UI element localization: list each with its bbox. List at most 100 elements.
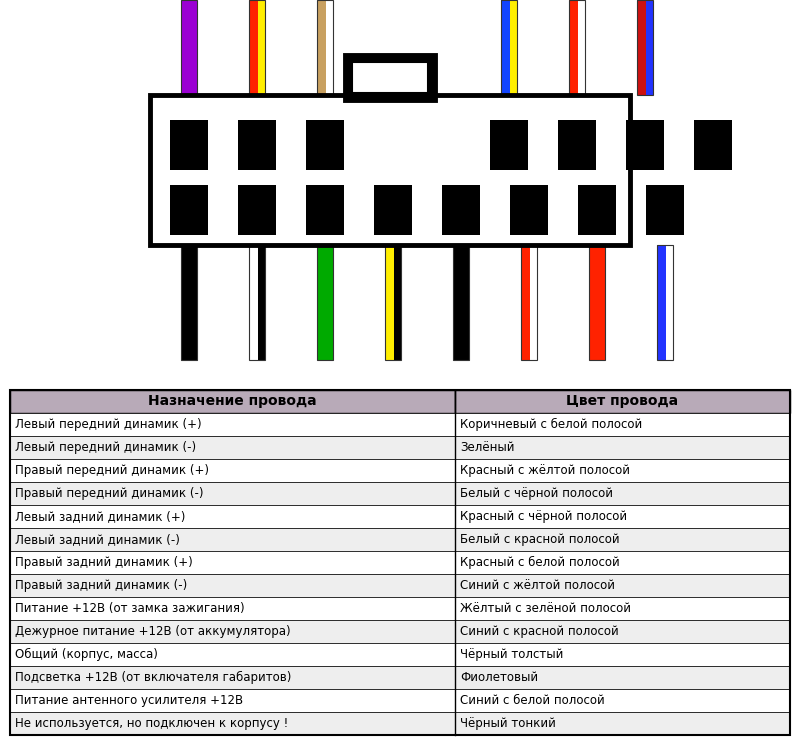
Bar bbox=[589, 245, 605, 360]
Bar bbox=[455, 689, 790, 712]
Bar bbox=[510, 185, 548, 235]
Bar bbox=[490, 120, 528, 170]
Text: Красный с чёрной полосой: Красный с чёрной полосой bbox=[460, 510, 627, 523]
Bar bbox=[345, 55, 435, 100]
Bar bbox=[10, 459, 455, 482]
Bar bbox=[317, 245, 333, 360]
Bar bbox=[249, 0, 258, 95]
Text: Цвет провода: Цвет провода bbox=[566, 394, 678, 408]
Text: Белый с чёрной полосой: Белый с чёрной полосой bbox=[460, 487, 613, 500]
Text: Правый передний динамик (+): Правый передний динамик (+) bbox=[15, 464, 209, 477]
Bar bbox=[455, 643, 790, 666]
Bar bbox=[385, 245, 394, 360]
Bar bbox=[170, 120, 208, 170]
Bar bbox=[10, 390, 455, 413]
Text: Синий с жёлтой полосой: Синий с жёлтой полосой bbox=[460, 579, 615, 592]
Text: Синий с белой полосой: Синий с белой полосой bbox=[460, 694, 605, 707]
Bar bbox=[10, 574, 455, 597]
Bar bbox=[521, 245, 537, 360]
Bar bbox=[569, 0, 578, 95]
Bar bbox=[10, 390, 790, 735]
Text: Жёлтый с зелёной полосой: Жёлтый с зелёной полосой bbox=[460, 602, 631, 615]
Bar bbox=[317, 0, 333, 95]
Bar bbox=[455, 597, 790, 620]
Bar bbox=[385, 245, 401, 360]
Bar bbox=[238, 185, 276, 235]
Text: Белый с красной полосой: Белый с красной полосой bbox=[460, 533, 620, 546]
Bar bbox=[501, 0, 517, 95]
Text: Красный с белой полосой: Красный с белой полосой bbox=[460, 556, 620, 569]
Bar bbox=[10, 666, 455, 689]
Bar bbox=[455, 620, 790, 643]
Text: Левый задний динамик (-): Левый задний динамик (-) bbox=[15, 533, 180, 546]
Bar bbox=[249, 0, 265, 95]
Bar bbox=[510, 0, 517, 95]
Bar bbox=[646, 185, 684, 235]
Bar bbox=[455, 436, 790, 459]
Bar bbox=[626, 120, 664, 170]
Text: Правый передний динамик (-): Правый передний динамик (-) bbox=[15, 487, 203, 500]
Bar bbox=[455, 574, 790, 597]
Bar bbox=[10, 597, 455, 620]
Text: Зелёный: Зелёный bbox=[460, 441, 514, 454]
Bar bbox=[442, 185, 480, 235]
Text: Не используется, но подключен к корпусу !: Не используется, но подключен к корпусу … bbox=[15, 717, 288, 730]
Text: Коричневый с белой полосой: Коричневый с белой полосой bbox=[460, 418, 642, 431]
Text: Синий с красной полосой: Синий с красной полосой bbox=[460, 625, 618, 638]
Bar bbox=[306, 185, 344, 235]
Bar bbox=[374, 185, 412, 235]
Bar bbox=[578, 0, 585, 95]
Bar bbox=[10, 482, 455, 505]
Bar bbox=[150, 95, 630, 245]
Bar bbox=[10, 528, 455, 551]
Bar bbox=[352, 62, 428, 93]
Bar bbox=[10, 413, 455, 436]
Bar bbox=[170, 185, 208, 235]
Bar bbox=[238, 120, 276, 170]
Bar bbox=[657, 245, 666, 360]
Text: Правый задний динамик (-): Правый задний динамик (-) bbox=[15, 579, 187, 592]
Bar bbox=[455, 528, 790, 551]
Bar bbox=[455, 390, 790, 413]
Bar bbox=[10, 551, 455, 574]
Text: Левый передний динамик (-): Левый передний динамик (-) bbox=[15, 441, 196, 454]
Bar bbox=[530, 245, 537, 360]
Text: Левый задний динамик (+): Левый задний динамик (+) bbox=[15, 510, 186, 523]
Bar bbox=[453, 245, 469, 360]
Bar bbox=[10, 436, 455, 459]
Bar bbox=[578, 185, 616, 235]
Bar bbox=[258, 245, 265, 360]
Bar bbox=[10, 712, 455, 735]
Bar bbox=[326, 0, 333, 95]
Bar bbox=[181, 245, 197, 360]
Bar bbox=[455, 505, 790, 528]
Bar bbox=[317, 0, 326, 95]
Bar bbox=[637, 0, 653, 95]
Bar bbox=[569, 0, 585, 95]
Bar bbox=[10, 620, 455, 643]
Bar bbox=[394, 245, 401, 360]
Text: Питание +12В (от замка зажигания): Питание +12В (от замка зажигания) bbox=[15, 602, 245, 615]
Bar bbox=[10, 643, 455, 666]
Text: Подсветка +12В (от включателя габаритов): Подсветка +12В (от включателя габаритов) bbox=[15, 671, 291, 684]
Bar bbox=[521, 245, 530, 360]
Bar bbox=[501, 0, 510, 95]
Bar bbox=[258, 0, 265, 95]
Bar bbox=[10, 505, 455, 528]
Bar bbox=[646, 0, 653, 95]
Bar bbox=[10, 689, 455, 712]
Bar bbox=[455, 482, 790, 505]
Bar bbox=[249, 245, 258, 360]
Bar bbox=[666, 245, 673, 360]
Bar bbox=[455, 666, 790, 689]
Bar bbox=[306, 120, 344, 170]
Text: Дежурное питание +12В (от аккумулятора): Дежурное питание +12В (от аккумулятора) bbox=[15, 625, 290, 638]
Text: Фиолетовый: Фиолетовый bbox=[460, 671, 538, 684]
Bar bbox=[249, 245, 265, 360]
Text: Чёрный тонкий: Чёрный тонкий bbox=[460, 717, 556, 730]
Text: Общий (корпус, масса): Общий (корпус, масса) bbox=[15, 648, 158, 661]
Bar bbox=[558, 120, 596, 170]
Text: Чёрный толстый: Чёрный толстый bbox=[460, 648, 563, 661]
Text: Питание антенного усилителя +12В: Питание антенного усилителя +12В bbox=[15, 694, 243, 707]
Bar bbox=[455, 413, 790, 436]
